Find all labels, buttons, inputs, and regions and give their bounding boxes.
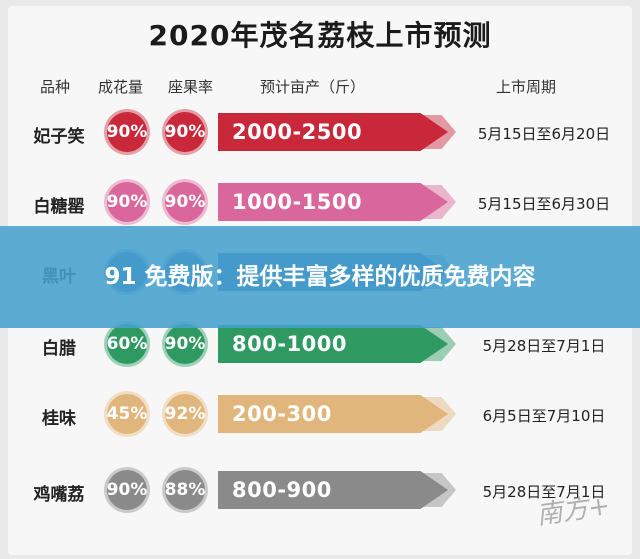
market-period: 5月28日至7月1日	[482, 337, 606, 355]
yield-arrow: 800-900	[218, 471, 448, 509]
table-row: 白糖罂 90% 90% 1000-1500 5月15日至6月30日	[0, 174, 640, 230]
header-market-period: 上市周期	[496, 78, 557, 96]
fruit-rate-badge: 88%	[162, 467, 208, 513]
variety-name: 鸡嘴荔	[33, 485, 85, 505]
table-row: 妃子笑 90% 90% 2000-2500 5月15日至6月20日	[0, 104, 640, 160]
variety-name: 桂味	[42, 409, 76, 429]
header-fruit-rate: 座果率	[168, 78, 214, 96]
header-variety: 品种	[40, 78, 71, 96]
flower-rate-badge: 45%	[104, 391, 150, 437]
flower-rate-badge: 90%	[104, 109, 150, 155]
variety-name: 白腊	[42, 339, 76, 359]
variety-name: 白糖罂	[33, 197, 85, 217]
table-row: 白腊 60% 90% 800-1000 5月28日至7月1日	[0, 316, 640, 372]
market-period: 5月28日至7月1日	[482, 483, 606, 501]
yield-arrow: 800-1000	[218, 325, 448, 363]
table-row: 桂味 45% 92% 200-300 6月5日至7月10日	[0, 386, 640, 442]
yield-arrow: 1000-1500	[218, 183, 448, 221]
variety-name: 妃子笑	[33, 127, 85, 147]
header-flower-rate: 成花量	[98, 78, 144, 96]
fruit-rate-badge: 90%	[162, 321, 208, 367]
fruit-rate-badge: 90%	[162, 109, 208, 155]
fruit-rate-badge: 90%	[162, 179, 208, 225]
market-period: 5月15日至6月30日	[477, 195, 611, 213]
market-period: 6月5日至7月10日	[482, 407, 606, 425]
yield-arrow: 2000-2500	[218, 113, 448, 151]
fruit-rate-badge: 92%	[162, 391, 208, 437]
overlay-banner[interactable]: 91 免费版：提供丰富多样的优质免费内容	[0, 226, 640, 328]
flower-rate-badge: 90%	[104, 179, 150, 225]
flower-rate-badge: 90%	[104, 467, 150, 513]
page-title: 2020年茂名荔枝上市预测	[148, 19, 492, 52]
banner-text: 91 免费版：提供丰富多样的优质免费内容	[104, 264, 536, 290]
header-yield: 预计亩产（斤）	[260, 78, 366, 96]
table-row: 鸡嘴荔 90% 88% 800-900 5月28日至7月1日	[0, 462, 640, 518]
yield-arrow: 200-300	[218, 395, 448, 433]
market-period: 5月15日至6月20日	[477, 125, 611, 143]
